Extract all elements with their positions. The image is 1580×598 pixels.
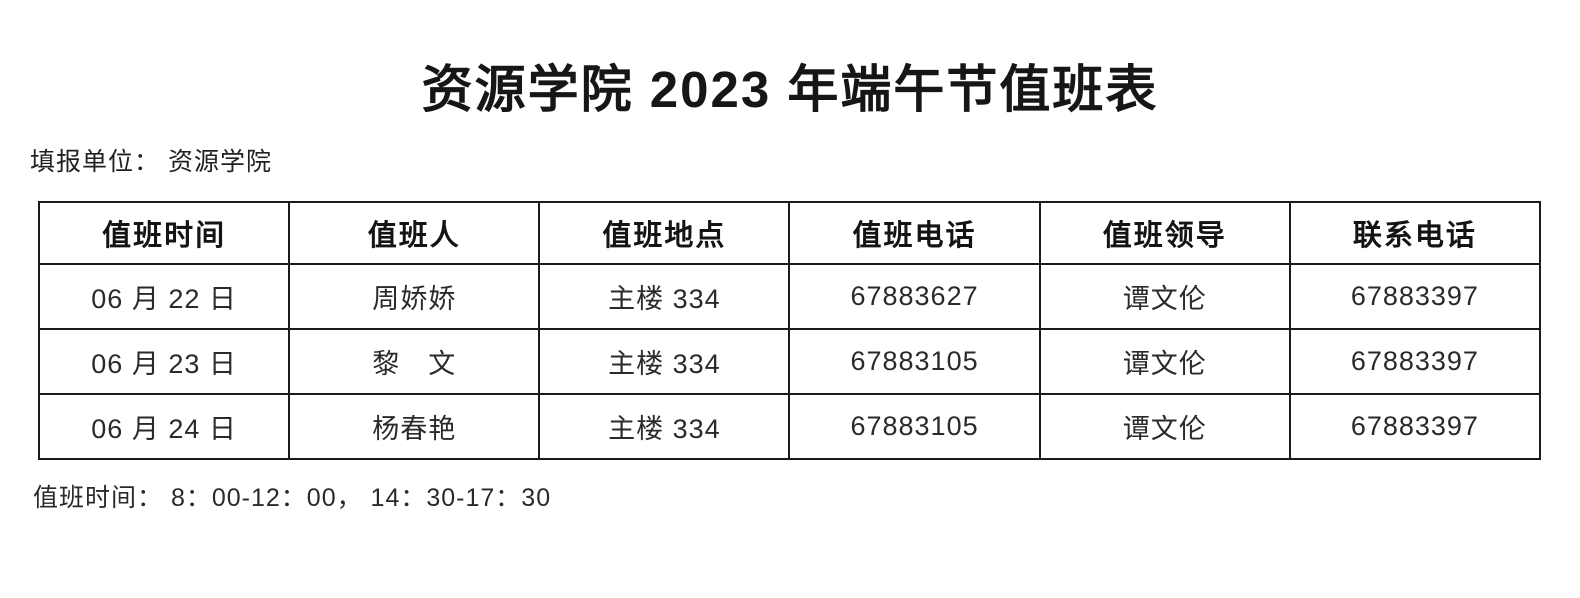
cell-duty-time: 06 月 24 日 [37,393,291,460]
header-contact-phone: 联系电话 [1288,201,1542,265]
header-duty-time: 值班时间 [37,201,291,265]
cell-duty-place: 主楼 334 [538,328,791,395]
header-duty-leader: 值班领导 [1038,201,1291,265]
cell-duty-phone: 67883105 [788,328,1041,395]
cell-duty-leader: 谭文伦 [1038,328,1291,395]
cell-duty-place: 主楼 334 [538,263,791,330]
cell-contact-phone: 67883397 [1288,263,1542,330]
duty-roster-table: 值班时间 值班人 值班地点 值班电话 值班领导 联系电话 06 月 22 日 周… [37,201,1542,460]
table-row: 06 月 24 日 杨春艳 主楼 334 67883105 谭文伦 678833… [37,393,1542,460]
cell-duty-leader: 谭文伦 [1038,263,1291,330]
report-unit-label: 填报单位： 资源学院 [30,148,272,176]
cell-duty-person: 黎 文 [288,328,541,395]
page-title: 资源学院 2023 年端午节值班表 [421,61,1159,118]
cell-contact-phone: 67883397 [1288,328,1542,395]
table-row: 06 月 22 日 周娇娇 主楼 334 67883627 谭文伦 678833… [37,263,1542,330]
cell-duty-phone: 67883105 [788,393,1041,460]
cell-contact-phone: 67883397 [1288,393,1542,460]
header-duty-place: 值班地点 [538,201,791,265]
header-duty-person: 值班人 [288,201,541,265]
cell-duty-time: 06 月 22 日 [37,263,291,330]
cell-duty-place: 主楼 334 [538,393,791,460]
duty-hours-note: 值班时间： 8：00-12：00， 14：30-17：30 [33,484,552,512]
cell-duty-person: 杨春艳 [288,393,541,460]
cell-duty-phone: 67883627 [788,263,1041,330]
cell-duty-person: 周娇娇 [288,263,541,330]
cell-duty-time: 06 月 23 日 [37,328,291,395]
header-duty-phone: 值班电话 [788,201,1041,265]
table-header-row: 值班时间 值班人 值班地点 值班电话 值班领导 联系电话 [37,201,1542,265]
table-row: 06 月 23 日 黎 文 主楼 334 67883105 谭文伦 678833… [37,328,1542,395]
cell-duty-leader: 谭文伦 [1038,393,1291,460]
